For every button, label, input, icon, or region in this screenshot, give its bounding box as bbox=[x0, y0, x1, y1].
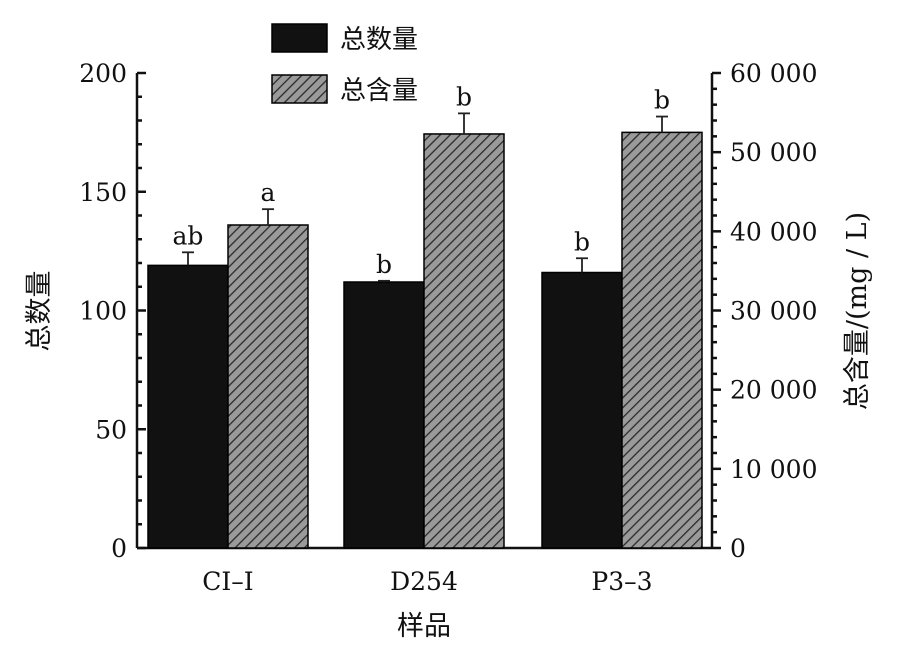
y-right-tick-label: 50 000 bbox=[730, 138, 817, 167]
significance-label: ab bbox=[173, 221, 204, 250]
bar-total-content bbox=[227, 224, 309, 549]
bar-total-count bbox=[541, 271, 623, 549]
significance-label: b bbox=[654, 86, 670, 115]
y-axis-right-title: 总含量/(mg / L) bbox=[842, 212, 873, 410]
y-left-tick-label: 150 bbox=[79, 178, 127, 207]
bar-total-content bbox=[621, 131, 703, 549]
bar-total-content bbox=[423, 133, 505, 549]
y-right-tick-label: 20 000 bbox=[730, 376, 817, 405]
y-right-tick-label: 0 bbox=[730, 534, 746, 563]
bar-total-count bbox=[147, 264, 229, 549]
legend-swatch-total-content bbox=[271, 74, 328, 104]
y-right-tick-label: 10 000 bbox=[730, 455, 817, 484]
plot-area: 0 50 100 150 200 0 10 000 20 000 30 000 40 000 50 … bbox=[79, 59, 817, 596]
significance-label: b bbox=[574, 227, 590, 256]
legend-swatch-total-count bbox=[271, 23, 328, 53]
y-left-tick-label: 50 bbox=[95, 415, 127, 444]
legend-label: 总数量 bbox=[340, 25, 418, 55]
x-tick-label: D254 bbox=[390, 567, 458, 596]
y-left-tick-label: 200 bbox=[79, 59, 127, 88]
y-right-tick-label: 60 000 bbox=[730, 59, 817, 88]
y-right-tick-label: 40 000 bbox=[730, 217, 817, 246]
significance-label: b bbox=[456, 82, 472, 111]
y-left-tick-label: 0 bbox=[111, 534, 127, 563]
x-tick-label: P3–3 bbox=[591, 567, 652, 596]
y-left-tick-label: 100 bbox=[79, 297, 127, 326]
significance-label: b bbox=[376, 250, 392, 279]
bar-total-count bbox=[343, 281, 425, 549]
y-right-tick-label: 30 000 bbox=[730, 297, 817, 326]
significance-label: a bbox=[261, 178, 276, 207]
x-tick-label: CI–I bbox=[202, 567, 253, 596]
legend-label: 总含量 bbox=[340, 76, 418, 106]
y-axis-left-title: 总数量 bbox=[24, 271, 55, 352]
x-axis-title: 样品 bbox=[397, 611, 451, 642]
